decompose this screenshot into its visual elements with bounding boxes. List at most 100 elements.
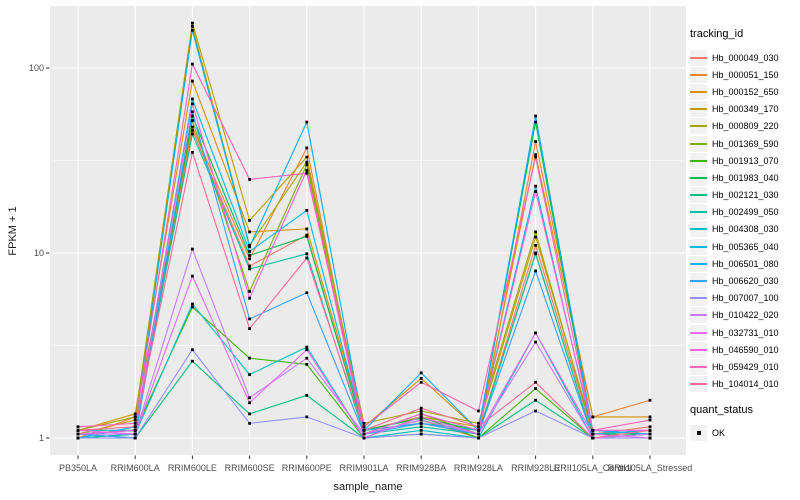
- legend-color-line: [690, 331, 707, 334]
- data-point: [362, 425, 366, 429]
- data-point: [419, 415, 423, 419]
- legend-color-line: [690, 280, 707, 283]
- legend-item-Hb_002121_030: Hb_002121_030: [690, 187, 798, 204]
- data-point: [248, 230, 251, 234]
- data-point: [76, 436, 80, 440]
- data-point: [191, 119, 194, 122]
- legend-line-key-icon: [690, 49, 707, 66]
- data-point: [191, 24, 194, 28]
- legend-item-Hb_000049_030: Hb_000049_030: [690, 49, 798, 66]
- x-tick-label: RRIM600LE: [168, 463, 217, 473]
- x-tick-label: RRIM928LE: [511, 463, 560, 473]
- legend-item-Hb_006620_030: Hb_006620_030: [690, 272, 798, 290]
- data-point: [477, 425, 480, 429]
- data-point: [419, 376, 423, 380]
- data-point: [534, 140, 537, 144]
- data-point: [305, 155, 309, 159]
- legend-item-Hb_001369_590: Hb_001369_590: [690, 135, 798, 152]
- data-point: [248, 296, 251, 300]
- data-point: [191, 274, 194, 278]
- legend-color-line: [690, 348, 707, 351]
- legend-color-line: [690, 314, 707, 317]
- data-point: [534, 380, 537, 384]
- data-point: [534, 235, 537, 239]
- data-point: [191, 62, 194, 66]
- data-point: [477, 421, 480, 425]
- legend-color-line: [690, 108, 707, 111]
- chart-layers: PB350LA RRIM600LA RRIM600LE RRIM600SE RRIM60…: [29, 6, 692, 473]
- data-point: [191, 28, 194, 32]
- data-point: [305, 168, 309, 172]
- data-point: [248, 264, 251, 268]
- data-point: [419, 412, 423, 416]
- data-point: [76, 428, 80, 432]
- legend-item-Hb_000349_170: Hb_000349_170: [690, 101, 798, 118]
- data-point: [362, 428, 366, 432]
- data-point: [133, 432, 137, 436]
- data-point: [133, 428, 137, 432]
- data-point: [591, 428, 595, 432]
- data-point: [305, 252, 309, 256]
- data-point: [305, 393, 309, 397]
- legend-color-line: [690, 211, 707, 214]
- data-point: [248, 267, 251, 271]
- legend-label: Hb_002499_050: [712, 207, 779, 218]
- data-point: [191, 150, 194, 154]
- legend-label: Hb_032731_010: [712, 327, 779, 338]
- data-point: [534, 230, 537, 234]
- legend-color-line: [690, 125, 707, 128]
- data-point: [534, 252, 537, 256]
- data-point: [534, 114, 537, 118]
- legend-label: Hb_005365_040: [712, 241, 779, 252]
- legend-item-Hb_059429_010: Hb_059429_010: [690, 358, 798, 375]
- legend-item-Hb_000051_150: Hb_000051_150: [690, 66, 798, 83]
- legend-line-key-icon: [690, 83, 707, 100]
- legend-item-Hb_007007_100: Hb_007007_100: [690, 290, 798, 307]
- legend-label: Hb_006501_080: [712, 258, 779, 269]
- data-point: [191, 359, 194, 363]
- legend-line-key-icon: [690, 255, 707, 272]
- data-point: [419, 409, 423, 413]
- legend-title-tracking-id: tracking_id: [690, 28, 744, 40]
- y-tick-label: 1: [39, 433, 44, 443]
- legend-line-key-icon: [690, 221, 707, 238]
- data-point: [191, 348, 194, 352]
- legend-color-line: [690, 56, 707, 59]
- legend-item-ok: OK: [690, 425, 798, 442]
- data-point: [248, 254, 251, 257]
- legend-line-key-icon: [690, 118, 707, 135]
- y-tick-label: 100: [29, 63, 44, 73]
- data-point: [133, 421, 137, 425]
- legend-item-Hb_002499_050: Hb_002499_050: [690, 204, 798, 221]
- data-point: [305, 171, 309, 175]
- data-point: [534, 398, 537, 402]
- data-point: [248, 356, 251, 360]
- x-tick-label: RRIM928LA: [454, 463, 503, 473]
- data-point: [191, 97, 194, 101]
- legend-line-key-icon: [690, 238, 707, 255]
- data-point: [133, 436, 137, 440]
- data-point: [534, 331, 537, 335]
- legend-color-line: [690, 228, 707, 231]
- legend-item-Hb_004308_030: Hb_004308_030: [690, 221, 798, 238]
- data-point: [191, 125, 194, 129]
- x-tick-label: RRIM928BA: [396, 463, 446, 473]
- data-point: [133, 415, 137, 419]
- y-axis-title: FPKM + 1: [7, 206, 19, 255]
- data-point: [419, 432, 423, 436]
- legend-label: Hb_007007_100: [712, 293, 779, 304]
- legend-item-Hb_104014_010: Hb_104014_010: [690, 376, 798, 393]
- legend: tracking_id Hb_000049_030 Hb_000051_150 Hb…: [690, 28, 798, 442]
- data-point: [305, 227, 309, 231]
- legend-color-line: [690, 176, 707, 179]
- data-point: [419, 371, 423, 375]
- legend-item-Hb_032731_010: Hb_032731_010: [690, 324, 798, 341]
- legend-line-key-icon: [690, 135, 707, 152]
- data-point: [191, 247, 194, 251]
- legend-label: Hb_002121_030: [712, 190, 779, 201]
- data-point: [248, 412, 251, 416]
- data-point: [362, 432, 366, 436]
- legend-title-quant-status: quant_status: [690, 403, 753, 416]
- data-point: [248, 219, 251, 222]
- legend-label: Hb_010422_020: [712, 310, 779, 321]
